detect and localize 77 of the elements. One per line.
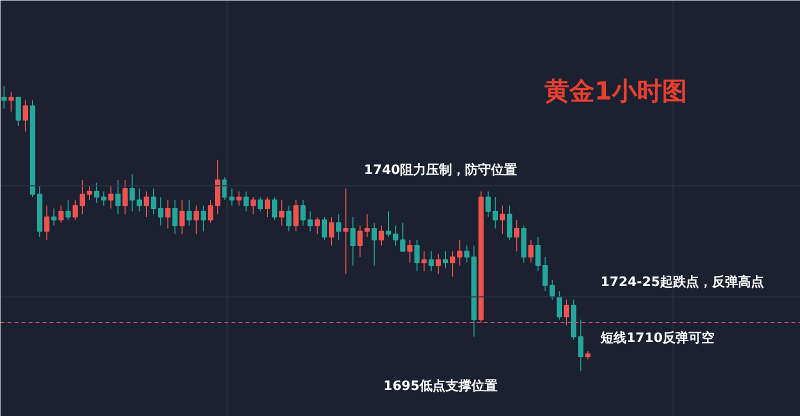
candlestick xyxy=(8,91,14,112)
candlestick xyxy=(372,222,377,266)
candlestick xyxy=(386,210,392,238)
candlestick xyxy=(350,216,356,266)
text: 1724-25起跌点，反弹高点 xyxy=(600,274,764,290)
candlestick xyxy=(250,196,256,215)
candlestick xyxy=(457,239,462,266)
candlestick xyxy=(450,250,456,278)
candlestick xyxy=(16,96,21,126)
candlestick xyxy=(194,205,199,235)
candlestick xyxy=(72,199,78,220)
candlestick xyxy=(343,188,348,275)
candlestick xyxy=(293,199,299,232)
candlestick xyxy=(158,196,164,226)
candlestick xyxy=(115,180,121,215)
chart-title: 黄金1小时图 xyxy=(544,76,687,106)
candlestick xyxy=(428,250,434,272)
candlestick xyxy=(264,196,270,218)
candlestick xyxy=(229,188,235,206)
candlestick xyxy=(286,205,292,232)
candlestick xyxy=(165,199,170,229)
candlestick xyxy=(51,208,57,226)
candlestick xyxy=(144,190,150,218)
candlestick xyxy=(542,256,548,292)
candlestick xyxy=(514,219,520,252)
candlestick xyxy=(44,205,50,240)
candlestick xyxy=(407,239,413,264)
candlestick xyxy=(492,196,498,229)
candlestick xyxy=(564,299,570,326)
candlestick xyxy=(486,190,491,218)
candlestick xyxy=(314,216,320,235)
candlestick xyxy=(578,319,584,372)
candlestick xyxy=(86,185,92,200)
candlestick xyxy=(186,199,192,226)
candlestick xyxy=(336,214,342,240)
candlestick xyxy=(272,196,278,220)
candlestick xyxy=(243,190,249,212)
candlestick xyxy=(122,180,128,215)
candlestick xyxy=(80,180,86,215)
candlestick xyxy=(550,279,555,300)
text: 1695低点支撑位置 xyxy=(383,378,498,394)
candlestick xyxy=(172,199,178,235)
candlestick xyxy=(357,225,363,258)
candlestick xyxy=(300,199,306,226)
candlestick xyxy=(258,196,264,212)
candlestick xyxy=(200,205,206,232)
candlestick xyxy=(378,225,384,246)
annotation: 1740阻力压制，防守位置 xyxy=(364,162,518,178)
text: 短线1710反弹可空 xyxy=(600,330,715,346)
candlestick xyxy=(208,199,214,224)
candlestick xyxy=(179,199,185,235)
candlestick xyxy=(535,236,541,272)
candlestick xyxy=(528,239,534,264)
candlestick xyxy=(136,188,142,212)
candlestick xyxy=(556,290,562,320)
candlestick xyxy=(506,205,512,240)
candlestick xyxy=(322,216,328,240)
candlestick xyxy=(22,100,28,132)
candlestick xyxy=(436,254,441,275)
candlestick xyxy=(464,245,470,264)
candlestick xyxy=(236,190,242,206)
candlestick xyxy=(94,182,100,204)
candlestick xyxy=(442,250,448,269)
candlestick xyxy=(421,250,427,272)
candlestick xyxy=(108,185,114,209)
candlestick xyxy=(364,214,370,238)
candlestick xyxy=(500,205,506,235)
candlestick xyxy=(1,85,7,110)
candlestick xyxy=(308,210,313,232)
candlestick xyxy=(279,199,284,226)
candlestick xyxy=(328,216,334,246)
candlestick xyxy=(101,190,106,206)
candlestick xyxy=(150,188,156,215)
candlestick xyxy=(130,174,135,212)
candlestick xyxy=(66,199,71,220)
candlestick xyxy=(414,239,420,272)
candlestick xyxy=(58,205,64,224)
